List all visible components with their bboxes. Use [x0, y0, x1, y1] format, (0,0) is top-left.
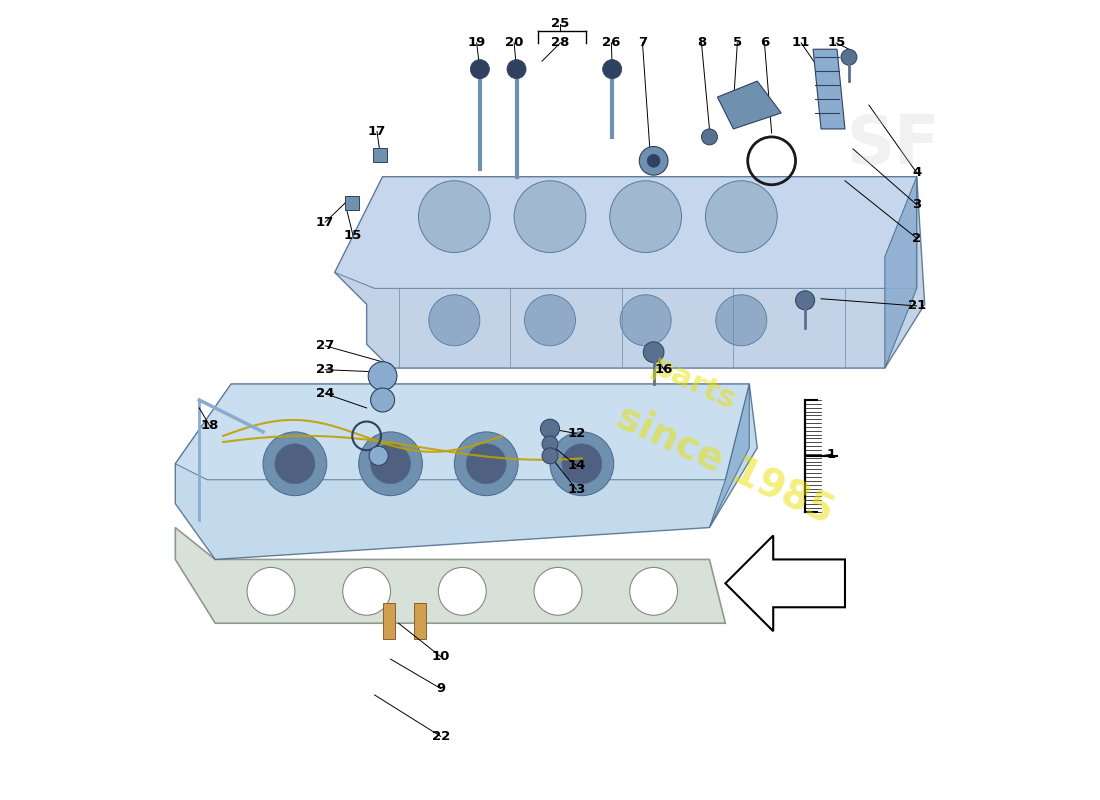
- Text: 6: 6: [760, 36, 769, 50]
- Circle shape: [535, 567, 582, 615]
- Text: 17: 17: [367, 125, 386, 138]
- Circle shape: [620, 294, 671, 346]
- Text: 26: 26: [602, 36, 620, 50]
- Circle shape: [705, 181, 778, 253]
- Circle shape: [439, 567, 486, 615]
- Text: 22: 22: [431, 730, 450, 743]
- Text: 18: 18: [200, 419, 219, 432]
- Circle shape: [629, 567, 678, 615]
- Text: 11: 11: [792, 36, 811, 50]
- Text: 23: 23: [316, 363, 334, 376]
- Circle shape: [275, 444, 315, 484]
- Text: 10: 10: [431, 650, 450, 663]
- Bar: [415, 603, 427, 639]
- Text: 24: 24: [316, 387, 334, 400]
- Circle shape: [368, 362, 397, 390]
- Circle shape: [540, 419, 560, 438]
- Text: 9: 9: [437, 682, 446, 695]
- Circle shape: [562, 444, 602, 484]
- Text: 7: 7: [638, 36, 647, 50]
- Polygon shape: [725, 535, 845, 631]
- Circle shape: [647, 154, 660, 167]
- Circle shape: [550, 432, 614, 496]
- Circle shape: [471, 59, 490, 78]
- Circle shape: [343, 567, 390, 615]
- Polygon shape: [334, 177, 916, 288]
- Circle shape: [609, 181, 682, 253]
- Text: 4: 4: [912, 166, 922, 179]
- Text: 8: 8: [696, 36, 706, 50]
- Text: 25: 25: [551, 18, 570, 30]
- Polygon shape: [813, 50, 845, 129]
- Circle shape: [639, 146, 668, 175]
- Circle shape: [842, 50, 857, 65]
- Circle shape: [542, 448, 558, 464]
- Polygon shape: [884, 177, 916, 368]
- Circle shape: [263, 432, 327, 496]
- Polygon shape: [175, 384, 749, 480]
- Circle shape: [507, 59, 526, 78]
- Text: parts: parts: [647, 352, 740, 416]
- Text: 21: 21: [908, 299, 926, 313]
- Circle shape: [371, 388, 395, 412]
- Circle shape: [429, 294, 480, 346]
- Text: 1: 1: [827, 448, 836, 461]
- Text: 28: 28: [551, 36, 570, 50]
- Text: 20: 20: [505, 36, 524, 50]
- Circle shape: [716, 294, 767, 346]
- Text: since 1985: since 1985: [610, 397, 840, 530]
- Circle shape: [359, 432, 422, 496]
- Circle shape: [603, 59, 622, 78]
- Text: 5: 5: [733, 36, 741, 50]
- Text: 19: 19: [468, 36, 486, 50]
- Circle shape: [525, 294, 575, 346]
- Text: 15: 15: [827, 36, 845, 50]
- Text: 2: 2: [912, 232, 922, 245]
- Circle shape: [418, 181, 491, 253]
- Polygon shape: [717, 81, 781, 129]
- Text: 15: 15: [344, 230, 362, 242]
- Circle shape: [702, 129, 717, 145]
- Text: 16: 16: [654, 363, 673, 376]
- Polygon shape: [710, 384, 749, 527]
- Circle shape: [371, 444, 410, 484]
- Circle shape: [466, 444, 506, 484]
- Bar: [383, 603, 395, 639]
- Circle shape: [514, 181, 586, 253]
- Bar: [373, 148, 387, 162]
- Circle shape: [454, 432, 518, 496]
- Text: SF: SF: [846, 112, 939, 178]
- Circle shape: [248, 567, 295, 615]
- Polygon shape: [175, 527, 725, 623]
- Circle shape: [795, 290, 815, 310]
- Polygon shape: [175, 384, 757, 559]
- Text: 3: 3: [912, 198, 922, 211]
- Circle shape: [368, 446, 388, 466]
- Text: 14: 14: [568, 459, 585, 472]
- Bar: [345, 196, 360, 210]
- Circle shape: [542, 436, 558, 452]
- Text: 12: 12: [568, 427, 585, 440]
- Text: 13: 13: [568, 482, 585, 496]
- Text: 27: 27: [316, 339, 334, 352]
- Circle shape: [644, 342, 664, 362]
- Text: 17: 17: [316, 216, 334, 229]
- Polygon shape: [334, 177, 925, 368]
